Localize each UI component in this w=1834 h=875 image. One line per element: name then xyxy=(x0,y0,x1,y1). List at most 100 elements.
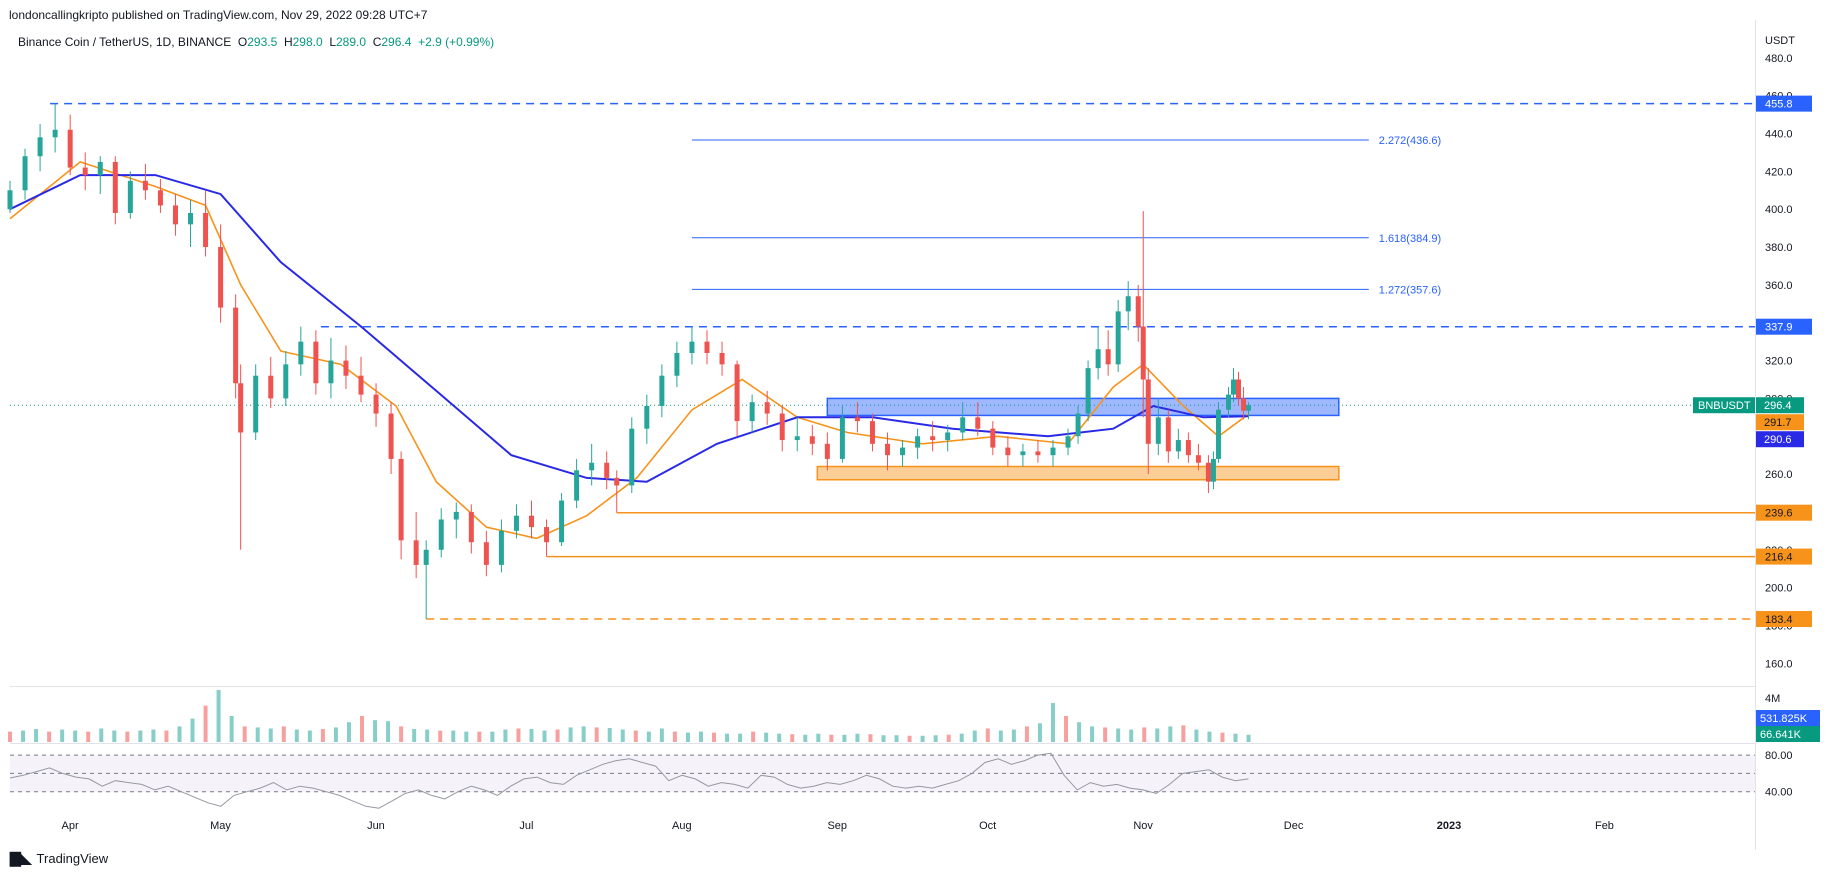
level-tag-label: 216.4 xyxy=(1765,552,1793,564)
volume-bar xyxy=(868,734,873,742)
candle-body xyxy=(1215,409,1221,459)
candle-body xyxy=(373,394,379,414)
symbol-legend: Binance Coin / TetherUS, 1D, BINANCE O29… xyxy=(18,35,494,49)
candle-body xyxy=(82,167,88,176)
candle-body xyxy=(157,190,163,206)
volume-bar xyxy=(698,731,703,742)
symbol-name: Binance Coin / TetherUS, 1D, BINANCE xyxy=(18,35,232,49)
volume-bar xyxy=(803,734,808,742)
volume-bar xyxy=(672,731,677,742)
volume-bar xyxy=(998,730,1003,742)
candle-body xyxy=(1155,417,1161,444)
candle-body xyxy=(97,161,103,176)
volume-bar xyxy=(451,730,456,742)
price-tag xyxy=(1756,431,1804,448)
candle-body xyxy=(268,375,274,399)
volume-bar xyxy=(425,729,430,742)
volume-bar xyxy=(712,732,717,742)
y-tick-label: 340.0 xyxy=(1765,318,1793,330)
high-value: 298.0 xyxy=(292,35,323,49)
price-tag-label: 296.4 xyxy=(1764,400,1792,412)
candle-body xyxy=(7,190,13,210)
level-tag xyxy=(1756,504,1812,521)
candle-body xyxy=(283,364,289,399)
candle-body xyxy=(343,360,349,376)
close-value: 296.4 xyxy=(381,35,412,49)
volume-bar xyxy=(725,733,730,742)
volume-bar xyxy=(503,729,508,742)
volume-bar xyxy=(151,729,156,742)
candle-body xyxy=(1231,379,1237,395)
volume-bar xyxy=(933,735,938,742)
volume-bar xyxy=(216,690,221,742)
volume-bar xyxy=(646,731,651,742)
rsi-tick-label: 80.00 xyxy=(1765,750,1793,762)
volume-bar xyxy=(34,729,39,742)
candle-body xyxy=(559,500,565,543)
y-tick-label: 380.0 xyxy=(1765,242,1793,254)
volume-bar xyxy=(190,718,195,742)
volume-max-label: 4M xyxy=(1765,693,1780,705)
volume-bar xyxy=(399,726,404,742)
candle-body xyxy=(142,180,148,191)
candle-body xyxy=(629,428,635,486)
volume-bar xyxy=(1050,703,1055,742)
volume-bar xyxy=(985,728,990,742)
volume-bar xyxy=(320,729,325,742)
volume-bar xyxy=(542,730,547,742)
candle-body xyxy=(734,364,740,422)
y-tick-label: 400.0 xyxy=(1765,204,1793,216)
volume-tag xyxy=(1756,726,1820,742)
volume-bar xyxy=(1168,726,1173,742)
y-tick-label: 280.0 xyxy=(1765,431,1793,443)
volume-bar xyxy=(242,726,247,742)
volume-bar xyxy=(177,726,182,742)
candle-body xyxy=(528,515,534,528)
candle-body xyxy=(1165,417,1171,452)
tradingview-logo[interactable]: ▇◣ TradingView xyxy=(10,850,108,867)
candle-body xyxy=(172,205,178,225)
level-tag xyxy=(1756,611,1812,628)
volume-tag-label: 66.641K xyxy=(1760,729,1802,741)
volume-bar xyxy=(1194,729,1199,742)
volume-bar xyxy=(412,729,417,742)
x-tick-label: Feb xyxy=(1595,820,1614,832)
y-tick-label: 420.0 xyxy=(1765,166,1793,178)
candle-body xyxy=(313,341,319,384)
level-tag xyxy=(1756,548,1812,565)
volume-bar xyxy=(1233,733,1238,742)
volume-bar xyxy=(125,731,130,742)
y-tick-label: 200.0 xyxy=(1765,583,1793,595)
volume-bar xyxy=(477,731,482,742)
candle-body xyxy=(975,417,981,429)
candle-body xyxy=(513,515,519,531)
volume-bar xyxy=(751,731,756,742)
x-tick-label: May xyxy=(210,820,231,832)
volume-bar xyxy=(959,733,964,742)
volume-bar xyxy=(73,730,78,742)
moving-average-line xyxy=(9,161,1249,540)
open-value: 293.5 xyxy=(247,35,278,49)
volume-bar xyxy=(1064,716,1069,742)
candle-body xyxy=(689,341,695,353)
volume-bar xyxy=(346,722,351,742)
volume-bar xyxy=(1246,734,1251,742)
candle-body xyxy=(1236,379,1242,399)
candle-body xyxy=(1105,349,1111,365)
price-tag xyxy=(1756,414,1804,431)
sr-zone xyxy=(826,397,1340,417)
volume-bar xyxy=(842,734,847,742)
volume-bar xyxy=(21,730,26,742)
volume-bar xyxy=(294,729,299,742)
candle-body xyxy=(1195,455,1201,463)
sr-zone xyxy=(816,465,1340,481)
candle-body xyxy=(1225,394,1231,410)
candle-body xyxy=(218,247,224,308)
candle-body xyxy=(37,137,43,157)
volume-bar xyxy=(1155,728,1160,742)
y-tick-label: 260.0 xyxy=(1765,469,1793,481)
candle-body xyxy=(483,542,489,565)
fib-label: 1.618(384.9) xyxy=(1379,233,1441,245)
candle-body xyxy=(1125,296,1131,312)
